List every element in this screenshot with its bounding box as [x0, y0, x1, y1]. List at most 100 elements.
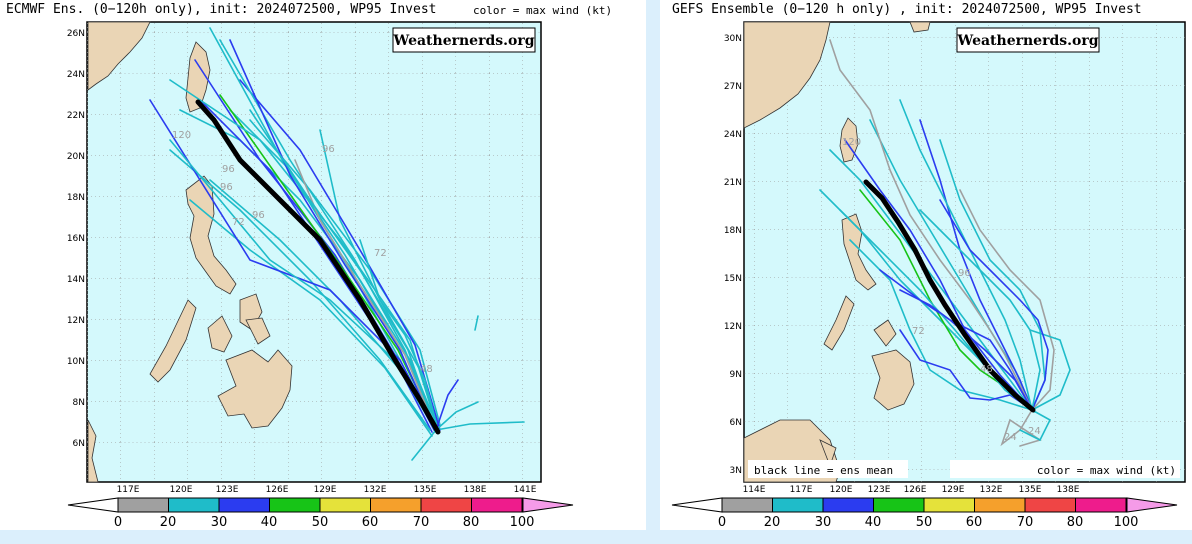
lat-label: 3N	[730, 466, 742, 476]
colorbar-tick: 0	[114, 515, 122, 530]
hour-label: 96	[322, 144, 335, 155]
colorbar-left-arrow	[671, 497, 723, 513]
hour-label: 120	[842, 137, 861, 148]
lon-label: 117E	[117, 485, 140, 495]
colorbar-tick: 60	[362, 515, 379, 530]
gefs-grid	[744, 22, 1185, 482]
lon-label: 138E	[464, 485, 487, 495]
panel-gap	[646, 0, 660, 544]
ecmwf-colorbar: 0 20 30 40 50 60 70 80 100	[67, 497, 574, 530]
hour-label: 24	[1028, 426, 1041, 437]
lat-label: 6N	[73, 439, 85, 449]
colorbar-tick: 20	[160, 515, 177, 530]
lat-label: 22N	[67, 111, 85, 121]
colorbar-tick: 60	[966, 515, 983, 530]
lon-label: 117E	[790, 485, 813, 495]
ecmwf-watermark: Weathernerds.org	[393, 33, 535, 49]
colorbar-segment	[721, 497, 773, 513]
gefs-map: 120 96 72 48 24 24 Weathernerds.org blac…	[671, 21, 1186, 530]
lon-label: 123E	[216, 485, 239, 495]
ecmwf-hour-labels: 120 96 96 72 96 96 72 48	[172, 130, 433, 375]
gefs-watermark: Weathernerds.org	[957, 33, 1099, 49]
lat-label: 9N	[730, 370, 742, 380]
hour-label: 120	[172, 130, 191, 141]
ecmwf-panel: 120 96 96 72 96 96 72 48 Weathernerds.or…	[6, 2, 613, 530]
colorbar-segment	[772, 497, 824, 513]
lat-label: 14N	[67, 275, 85, 285]
lat-label: 18N	[67, 193, 85, 203]
colorbar-tick: 40	[865, 515, 882, 530]
ecmwf-watermark-box	[392, 27, 536, 53]
hour-label: 96	[220, 182, 233, 193]
colorbar-tick: 70	[1017, 515, 1034, 530]
colorbar-tick: 100	[1114, 515, 1139, 530]
lat-label: 6N	[730, 418, 742, 428]
colorbar-tick: 50	[916, 515, 933, 530]
colorbar-tick: 80	[1067, 515, 1084, 530]
lat-label: 15N	[724, 274, 742, 284]
ecmwf-grid	[87, 22, 541, 482]
lon-label: 114E	[743, 485, 766, 495]
colorbar-tick: 0	[718, 515, 726, 530]
lon-label: 135E	[414, 485, 437, 495]
colorbar-segment	[168, 497, 220, 513]
lat-label: 26N	[67, 29, 85, 39]
hour-label: 24	[1004, 432, 1017, 443]
colorbar-left-arrow	[67, 497, 119, 513]
gefs-legend-left-box	[748, 460, 908, 478]
hour-label: 72	[374, 248, 387, 259]
lon-label: 123E	[868, 485, 891, 495]
gefs-watermark-box	[956, 27, 1100, 53]
ecmwf-landmasses	[87, 21, 293, 483]
hour-label: 72	[232, 217, 245, 228]
lon-label: 132E	[364, 485, 387, 495]
colorbar-segment	[319, 497, 371, 513]
lat-label: 18N	[724, 226, 742, 236]
lat-label: 12N	[67, 316, 85, 326]
lon-label: 138E	[1057, 485, 1080, 495]
gefs-panel: 120 96 72 48 24 24 Weathernerds.org blac…	[660, 0, 1192, 530]
ecmwf-color-note: color = max wind (kt)	[473, 4, 613, 17]
lon-label: 120E	[170, 485, 193, 495]
lon-label: 135E	[1019, 485, 1042, 495]
colorbar-tick: 40	[261, 515, 278, 530]
lon-label: 129E	[942, 485, 965, 495]
ecmwf-lon-labels: 117E 120E 123E 126E 129E 132E 135E 138E …	[117, 485, 537, 495]
hour-label: 48	[980, 364, 993, 375]
colorbar-tick: 80	[463, 515, 480, 530]
colorbar-segment	[370, 497, 422, 513]
lon-label: 120E	[830, 485, 853, 495]
lat-label: 24N	[724, 130, 742, 140]
lon-label: 126E	[904, 485, 927, 495]
lat-label: 27N	[724, 82, 742, 92]
gefs-lon-labels: 114E 117E 120E 123E 126E 129E 132E 135E …	[743, 485, 1080, 495]
gefs-lat-labels: 30N 27N 24N 21N 18N 15N 12N 9N 6N 3N	[724, 34, 742, 476]
hour-label: 96	[252, 210, 265, 221]
colorbar-segment	[1075, 497, 1127, 513]
colorbar-right-arrow	[1126, 497, 1178, 513]
colorbar-tick: 100	[510, 515, 535, 530]
ecmwf-lat-labels: 26N 24N 22N 20N 18N 16N 14N 12N 10N 8N 6…	[67, 29, 85, 449]
colorbar-tick: 20	[764, 515, 781, 530]
colorbar-tick: 50	[312, 515, 329, 530]
gefs-mean-track	[863, 179, 1036, 413]
ecmwf-map: 120 96 96 72 96 96 72 48 Weathernerds.or…	[67, 21, 574, 530]
hour-label: 96	[958, 268, 971, 279]
colorbar-segment	[420, 497, 472, 513]
lat-label: 16N	[67, 234, 85, 244]
colorbar-segment	[269, 497, 321, 513]
hour-label: 72	[912, 326, 925, 337]
colorbar-tick: 30	[211, 515, 228, 530]
colorbar-right-arrow	[522, 497, 574, 513]
colorbar-tick: 30	[815, 515, 832, 530]
colorbar-segment	[923, 497, 975, 513]
colorbar-segment	[822, 497, 874, 513]
gefs-colorbar: 0 20 30 40 50 60 70 80 100	[671, 497, 1178, 530]
colorbar-segment	[471, 497, 523, 513]
gefs-legend-right-box	[950, 460, 1180, 478]
hour-label: 48	[420, 364, 433, 375]
colorbar-segment	[218, 497, 270, 513]
lat-label: 24N	[67, 70, 85, 80]
lon-label: 129E	[314, 485, 337, 495]
lon-label: 126E	[266, 485, 289, 495]
